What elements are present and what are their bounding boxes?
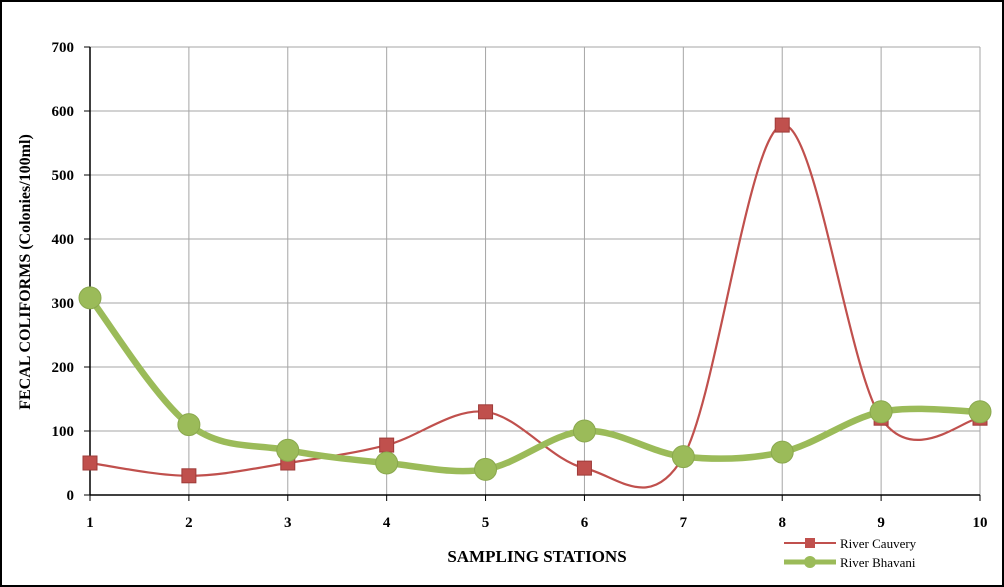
point-river-bhavani	[968, 400, 992, 424]
x-tick-label: 1	[86, 515, 94, 531]
y-tick-label: 400	[52, 232, 75, 248]
point-river-cauvery	[576, 460, 592, 476]
point-river-bhavani	[177, 413, 201, 437]
point-river-bhavani	[474, 457, 498, 481]
y-axis-label: FECAL COLIFORMS (Colonies/100ml)	[17, 134, 34, 410]
x-tick-label: 2	[185, 515, 193, 531]
point-river-cauvery	[181, 468, 197, 484]
point-river-cauvery	[82, 455, 98, 471]
x-tick-label: 10	[973, 515, 988, 531]
series-lines	[86, 123, 984, 489]
legend-label-river-bhavani: River Bhavani	[840, 555, 916, 570]
y-tick-label: 300	[52, 296, 75, 312]
point-river-bhavani	[375, 451, 399, 475]
point-river-cauvery	[774, 117, 790, 133]
legend-marker-river-cauvery	[805, 538, 815, 548]
x-tick-label: 5	[482, 515, 490, 531]
x-tick-label: 7	[680, 515, 688, 531]
y-tick-label: 100	[52, 424, 75, 440]
point-river-bhavani	[572, 419, 596, 443]
y-tick-label: 0	[67, 488, 75, 504]
point-river-bhavani	[276, 438, 300, 462]
x-tick-label: 9	[877, 515, 885, 531]
x-tick-label: 4	[383, 515, 391, 531]
x-axis-label: SAMPLING STATIONS	[447, 547, 626, 566]
x-tick-label: 8	[778, 515, 786, 531]
point-river-bhavani	[78, 286, 102, 310]
point-river-cauvery	[379, 437, 395, 453]
x-tick-labels: 1 2 3 4 5 6 7 8 9 10	[86, 515, 987, 531]
x-tick-label: 3	[284, 515, 292, 531]
y-tick-label: 700	[52, 40, 75, 56]
gridlines	[90, 46, 981, 495]
legend: River Cauvery River Bhavani	[784, 536, 917, 570]
point-river-bhavani	[770, 440, 794, 464]
series-line-river-cauvery	[88, 123, 982, 489]
point-river-bhavani	[869, 400, 893, 424]
x-tick-label: 6	[581, 515, 589, 531]
legend-label-river-cauvery: River Cauvery	[840, 536, 917, 551]
y-tick-labels: 0 100 200 300 400 500 600 700	[52, 40, 75, 504]
y-tick-label: 200	[52, 360, 75, 376]
series-markers	[78, 117, 992, 484]
y-tick-label: 500	[52, 168, 75, 184]
axes	[84, 46, 981, 501]
point-river-cauvery	[478, 404, 494, 420]
point-river-bhavani	[671, 445, 695, 469]
series-line-river-bhavani	[86, 294, 984, 475]
y-tick-label: 600	[52, 104, 75, 120]
legend-marker-river-bhavani	[804, 556, 816, 568]
